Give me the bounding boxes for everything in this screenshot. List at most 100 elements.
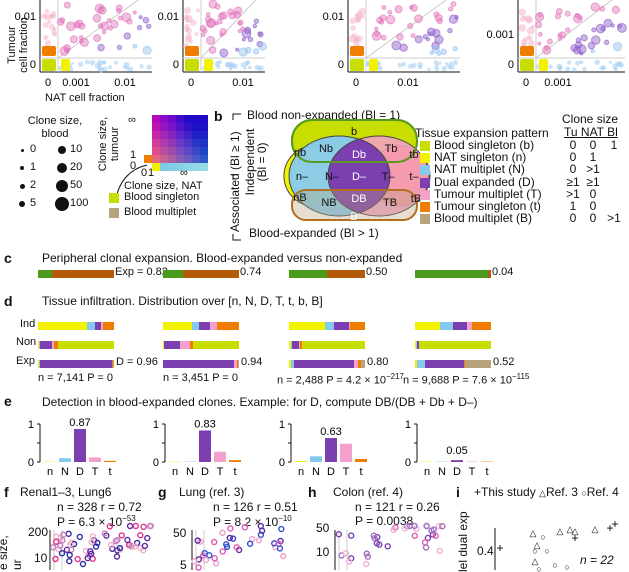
category-label: D	[201, 466, 209, 478]
scatter-point	[114, 60, 119, 65]
tumour-singleton-block	[520, 46, 534, 56]
scatter-point	[64, 47, 70, 54]
scatter-point	[238, 47, 248, 57]
scatter-point	[421, 539, 429, 546]
scatter-point	[66, 557, 73, 565]
scatter-point	[519, 15, 526, 23]
scatter-point	[132, 43, 138, 49]
scatter-point	[377, 66, 383, 72]
diagonal-line	[365, 0, 448, 59]
scatter-point	[109, 545, 116, 553]
scatter-point	[84, 554, 91, 562]
clone-size-tu: 0	[569, 162, 577, 177]
scatter-point	[571, 67, 577, 72]
scatter-point	[233, 544, 240, 551]
scatter-point	[565, 66, 571, 72]
category-label: n	[172, 466, 178, 478]
scatter-point	[345, 558, 353, 565]
scatter-point	[227, 525, 234, 532]
distribution-bar-exp	[415, 360, 491, 368]
x-tick-label: 0.01	[232, 77, 253, 89]
colormap-cell	[168, 147, 176, 155]
bar-n	[295, 461, 307, 462]
scatter-point	[52, 555, 59, 563]
scatter-point	[557, 36, 563, 41]
category-label: t	[108, 466, 111, 478]
scatter-point	[128, 543, 135, 550]
scatter-point	[387, 9, 393, 15]
scatter-plot-2: 0 0.01 0 0.01	[158, 0, 267, 89]
exponent: −217	[385, 372, 405, 381]
clone-size-nat: 0	[589, 186, 597, 201]
blood-singleton-block	[520, 59, 534, 71]
colormap-cell	[200, 155, 208, 163]
scatter-point	[106, 18, 112, 23]
scatter-plot-3: 0 0.01 0 0.01	[323, 0, 460, 89]
x-tick-label: 0.01	[114, 77, 135, 89]
scatter-point	[587, 41, 596, 50]
colormap-cell	[160, 163, 168, 171]
scatter-point	[132, 522, 139, 530]
colormap-cell	[168, 123, 176, 131]
scatter-point	[377, 61, 381, 65]
segment-N	[38, 360, 40, 368]
scatter-point	[146, 23, 152, 29]
scatter-point	[100, 21, 110, 31]
scatter-point	[362, 560, 370, 568]
scatter-point	[142, 16, 150, 24]
scatter-point	[141, 542, 149, 550]
colormap-cell	[160, 115, 168, 123]
scatter-point	[410, 33, 416, 39]
scatter-point	[603, 39, 610, 46]
segment-n	[415, 322, 441, 330]
scatter-point	[200, 32, 206, 38]
clone-size-tu: 0	[569, 211, 577, 226]
scatter-point	[528, 36, 533, 42]
cmap-tick-0-x: 0	[141, 167, 148, 179]
scatter-point	[542, 45, 552, 55]
scatter-point	[427, 31, 432, 36]
scatter-point	[43, 34, 49, 40]
panel-h-title: Colon (ref. 4)	[333, 485, 404, 499]
scatter-point	[237, 28, 243, 34]
panel-f-stats1: n = 328 r = 0.72	[57, 500, 142, 514]
scatter-point	[49, 544, 57, 551]
scatter-point	[79, 560, 87, 568]
dual-fraction-label: 0.80	[367, 356, 389, 368]
size-dot-icon	[19, 183, 25, 189]
scatter-point	[364, 553, 371, 560]
segment-t	[112, 360, 114, 368]
scatter-point	[427, 67, 431, 72]
size-legend-label: 0	[30, 143, 37, 155]
dual-fraction-label: D = 0.96	[116, 356, 158, 368]
colormap-cell	[192, 155, 200, 163]
category-label: D	[453, 466, 461, 478]
scatter-point	[580, 34, 588, 42]
triangle-marker: △	[572, 526, 579, 536]
bar-N	[184, 461, 196, 462]
segment-D	[293, 360, 355, 368]
segment-T	[234, 360, 237, 368]
diagonal-line	[535, 0, 613, 59]
segment-n	[289, 360, 292, 368]
bar-T	[214, 451, 226, 462]
panel-f-ytick-200: 200	[28, 525, 49, 539]
scatter-point	[97, 43, 105, 52]
colormap-cell	[200, 123, 208, 131]
value-label: 0.63	[320, 426, 341, 438]
triangle-marker: △	[534, 540, 541, 550]
scatter-point	[41, 13, 47, 20]
scatter-point	[590, 2, 600, 12]
pattern-label: NAT multiplet (N)	[434, 162, 525, 177]
clone-size-nat: >1	[586, 162, 600, 177]
colormap-cell	[200, 139, 208, 147]
scatter-point	[47, 19, 52, 24]
panel-f-ylabel2: ur	[10, 559, 24, 570]
pattern-swatch-D	[420, 177, 430, 188]
bar-N	[59, 458, 71, 462]
pattern-label: NAT singleton (n)	[434, 150, 527, 165]
segment-T	[298, 341, 301, 349]
expansion-value: 0.50	[366, 266, 388, 278]
distribution-bar-ind	[163, 322, 239, 330]
bar-N	[436, 461, 448, 462]
